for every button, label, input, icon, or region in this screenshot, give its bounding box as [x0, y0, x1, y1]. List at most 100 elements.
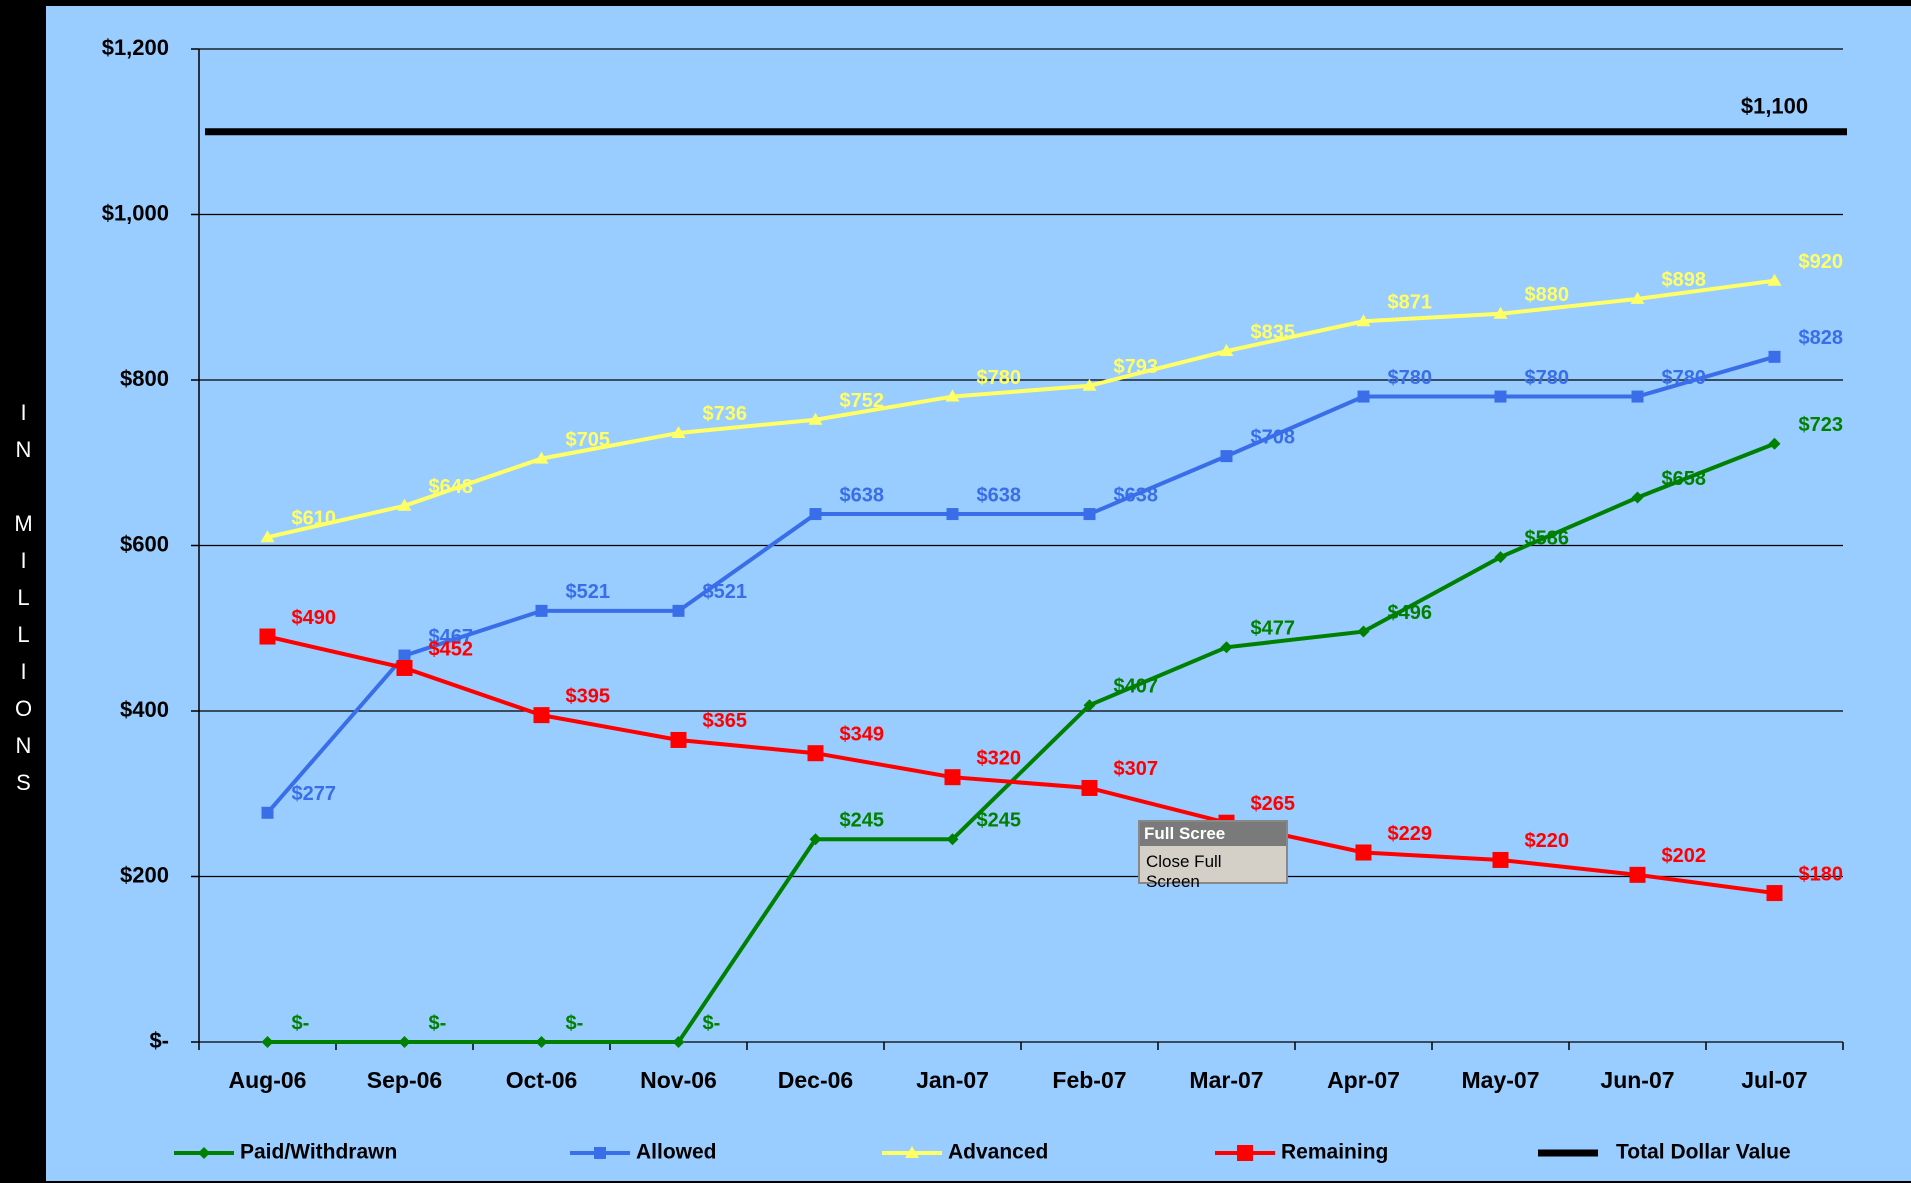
y-tick-label: $1,000 [102, 200, 169, 225]
data-label: $638 [977, 484, 1022, 506]
x-tick-label: Mar-07 [1189, 1067, 1263, 1093]
point [905, 1146, 919, 1158]
y-axis-label: IN MILLIONS [11, 400, 36, 807]
data-label: $586 [1525, 527, 1570, 549]
data-label: $277 [292, 783, 337, 805]
reference-label: $1,100 [1741, 94, 1808, 119]
point [1083, 699, 1096, 712]
series-line [267, 441, 1776, 1044]
point [670, 731, 687, 748]
x-tick-label: Nov-06 [640, 1067, 717, 1093]
point [594, 1147, 606, 1159]
data-label: $521 [566, 581, 611, 603]
data-label: $871 [1388, 292, 1433, 314]
x-tick-label: May-07 [1462, 1067, 1540, 1093]
data-label: $780 [1662, 367, 1707, 389]
data-label: $- [429, 1012, 447, 1034]
data-label: $- [703, 1012, 721, 1034]
point [1630, 291, 1645, 304]
series-line [267, 278, 1775, 540]
point [1494, 551, 1507, 564]
x-tick-label: Aug-06 [229, 1067, 307, 1093]
point [398, 1036, 411, 1048]
x-tick-label: Jan-07 [916, 1067, 989, 1093]
x-tick-label: Jul-07 [1741, 1067, 1807, 1093]
point [945, 389, 960, 402]
point [1767, 273, 1782, 286]
data-label: $736 [703, 403, 748, 425]
y-tick-label: $1,200 [102, 35, 169, 60]
data-label: $723 [1799, 414, 1844, 436]
point [672, 1036, 685, 1048]
y-tick-label: $- [149, 1028, 169, 1053]
data-label: $180 [1799, 863, 1844, 885]
point [396, 659, 413, 676]
data-label: $307 [1114, 758, 1159, 780]
data-label: $780 [977, 367, 1022, 389]
point [535, 1036, 548, 1048]
data-label: $496 [1388, 602, 1433, 624]
x-tick-label: Feb-07 [1052, 1067, 1126, 1093]
point [1355, 844, 1372, 861]
data-label: $490 [292, 607, 337, 629]
data-label: $220 [1525, 830, 1570, 852]
point [809, 508, 822, 521]
point [259, 628, 276, 645]
y-tick-label: $400 [120, 697, 169, 722]
point [1082, 378, 1097, 391]
y-tick-label: $800 [120, 366, 169, 391]
point [809, 833, 822, 846]
point [1237, 1145, 1253, 1161]
data-label: $880 [1525, 284, 1570, 306]
legend-label: Advanced [948, 1141, 1048, 1164]
data-label: $407 [1114, 675, 1159, 697]
point [1766, 885, 1783, 902]
data-label: $705 [566, 429, 611, 451]
point [1492, 851, 1509, 868]
series-line [267, 634, 1775, 896]
data-label: $610 [292, 508, 337, 530]
data-label: $245 [977, 810, 1022, 832]
point [1357, 390, 1370, 403]
data-label: $- [566, 1012, 584, 1034]
x-tick-label: Sep-06 [367, 1067, 442, 1093]
data-label: $708 [1251, 426, 1296, 448]
data-label: $920 [1799, 251, 1844, 273]
data-label: $477 [1251, 618, 1296, 640]
legend-label: Remaining [1281, 1141, 1388, 1164]
fullscreen-toolbar: Full Scree Close Full Screen [1138, 820, 1288, 891]
legend-label: Total Dollar Value [1616, 1141, 1791, 1164]
point [1083, 508, 1096, 521]
y-tick-label: $600 [120, 531, 169, 556]
point [1357, 625, 1370, 638]
point [808, 412, 823, 425]
x-tick-label: Oct-06 [506, 1067, 578, 1093]
data-label: $752 [840, 390, 885, 412]
point [261, 806, 274, 819]
chart-background [46, 6, 1911, 1181]
legend-label: Paid/Withdrawn [240, 1141, 397, 1164]
data-label: $898 [1662, 269, 1707, 291]
point [198, 1147, 210, 1159]
point [261, 1036, 274, 1048]
point [946, 833, 959, 846]
data-label: $265 [1251, 793, 1296, 815]
point [1219, 344, 1234, 357]
data-label: $828 [1799, 327, 1844, 349]
legend-label: Allowed [636, 1141, 717, 1164]
point [672, 604, 685, 617]
close-fullscreen-button[interactable]: Close Full Screen [1146, 852, 1222, 891]
point [946, 508, 959, 521]
y-tick-label: $200 [120, 862, 169, 887]
data-label: $395 [566, 685, 611, 707]
point [534, 451, 549, 464]
point [398, 649, 411, 662]
data-label: $780 [1525, 367, 1570, 389]
point [397, 498, 412, 511]
point [1494, 390, 1507, 403]
point [944, 769, 961, 786]
point [1220, 450, 1233, 463]
toolbar-title[interactable]: Full Scree [1140, 822, 1286, 846]
